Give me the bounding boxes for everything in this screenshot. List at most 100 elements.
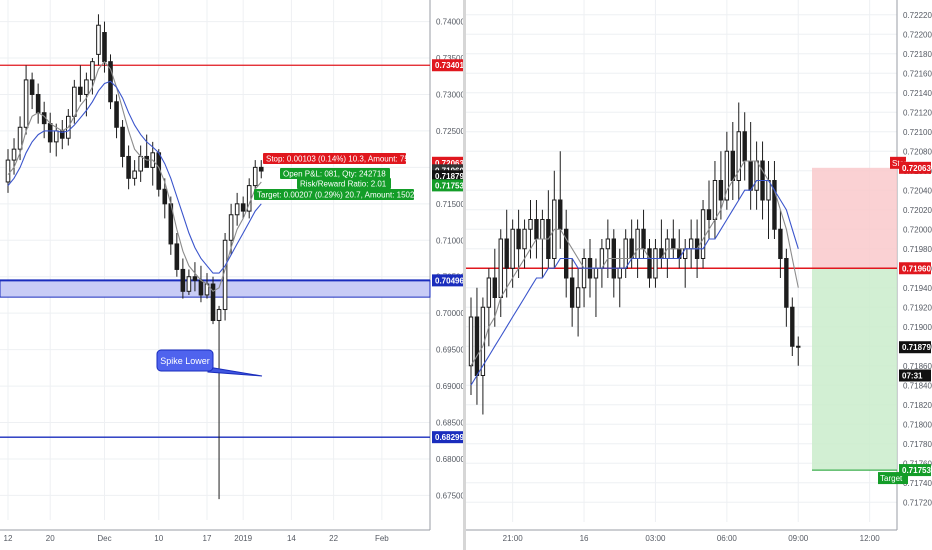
y-tick-label: 0.71980 [903, 245, 932, 254]
candle[interactable] [192, 262, 198, 292]
time-axis[interactable]: 12 20 Dec 10 17 2019 14 22 Feb [4, 534, 390, 543]
left-price-chart[interactable]: 0.740000.735000.730000.725000.720000.715… [0, 0, 463, 550]
stop-zone[interactable] [812, 167, 897, 269]
candle-body-up [186, 276, 192, 292]
price-tag-box [899, 161, 931, 174]
candle-body-down [742, 131, 747, 162]
candle-body-up [754, 160, 759, 191]
candle[interactable] [120, 119, 125, 168]
candle-body-down [144, 155, 149, 168]
candle[interactable] [516, 209, 521, 278]
price-tag-box [899, 369, 931, 382]
candle-body-up [623, 238, 628, 269]
target-zone[interactable] [812, 268, 897, 471]
candle-body-down [78, 86, 83, 95]
candle-body-down [210, 283, 216, 321]
candle-body-up [724, 150, 730, 201]
x-tick-label: 12:00 [860, 534, 881, 543]
right-price-chart[interactable]: 0.72220 0.72200 0.72180 0.72160 0.72140 0.721… [466, 0, 932, 550]
candle-body-down [569, 277, 575, 308]
x-tick-label: 22 [329, 534, 338, 543]
candle[interactable] [11, 138, 17, 175]
spike-lower-callout[interactable]: Spike Lower [156, 349, 263, 377]
candle[interactable] [564, 209, 569, 298]
candle[interactable] [700, 200, 706, 269]
candle[interactable] [581, 248, 587, 308]
candle[interactable] [252, 160, 258, 193]
candle-body-down [778, 228, 783, 259]
candle[interactable] [653, 239, 658, 288]
position-labels[interactable]: Stop: 0.00103 (0.14%) 10.3, Amount: 750 O… [254, 153, 426, 200]
price-tag-label: 0.71753 [902, 466, 931, 475]
candle[interactable] [84, 72, 89, 117]
candle[interactable] [29, 72, 35, 110]
price-tag: 0.71960 [899, 262, 931, 275]
candle-body-down [180, 268, 186, 292]
candle[interactable] [156, 149, 162, 197]
candle[interactable] [78, 65, 83, 102]
panel-divider[interactable] [463, 0, 466, 550]
candle[interactable] [486, 268, 492, 347]
x-tick-label: 06:00 [717, 534, 738, 543]
candle[interactable] [132, 160, 137, 186]
candle[interactable] [258, 160, 264, 179]
candle[interactable] [724, 131, 730, 210]
candle-body-up [700, 209, 706, 259]
candle[interactable] [5, 149, 11, 193]
candle[interactable] [114, 94, 119, 139]
candle-body-up [72, 86, 77, 117]
candle[interactable] [234, 192, 240, 226]
y-tick-label: 0.68000 [436, 455, 463, 464]
candle[interactable] [210, 276, 216, 325]
candle-body-down [641, 228, 646, 250]
candle-body-up [234, 203, 240, 216]
time-axis[interactable]: 21:00 16 03:00 06:00 09:00 12:00 [503, 534, 881, 543]
callout-text: Spike Lower [160, 356, 210, 366]
candle[interactable] [180, 258, 186, 299]
y-tick-label: 0.69000 [436, 382, 463, 391]
candle[interactable] [575, 268, 581, 337]
candle[interactable] [504, 209, 509, 298]
candle[interactable] [222, 232, 228, 321]
candle[interactable] [23, 65, 29, 135]
candle[interactable] [569, 258, 575, 327]
candle[interactable] [90, 58, 95, 95]
candle[interactable] [778, 209, 783, 278]
candle[interactable] [790, 297, 795, 357]
candle-body-up [17, 126, 23, 150]
candle-body-up [252, 166, 258, 187]
y-tick-label: 0.72020 [903, 206, 932, 215]
candle[interactable] [162, 178, 168, 219]
candle[interactable] [240, 196, 246, 219]
candle-body-down [192, 276, 198, 281]
candle-body-down [790, 306, 795, 347]
candle[interactable] [216, 305, 222, 500]
target-tab-label: Target [880, 474, 903, 483]
candle-body-up [132, 170, 137, 179]
candle[interactable] [796, 336, 801, 366]
candle-body-down [126, 155, 131, 179]
candle[interactable] [647, 239, 652, 288]
moving-average-slow [470, 179, 799, 386]
moving-average-slow [7, 80, 262, 274]
candle[interactable] [186, 269, 192, 295]
candle[interactable] [510, 219, 515, 288]
candle[interactable] [784, 248, 789, 327]
candle[interactable] [492, 248, 498, 327]
price-axis[interactable]: 0.72220 0.72200 0.72180 0.72160 0.72140 0.721… [903, 11, 932, 508]
candle-body-up [84, 79, 89, 95]
candle-body-down [174, 243, 180, 270]
y-tick-label: 0.71840 [903, 381, 932, 390]
candle[interactable] [736, 102, 741, 201]
candle[interactable] [468, 297, 474, 396]
candle[interactable] [522, 219, 527, 269]
candle[interactable] [772, 161, 777, 239]
candle-body-down [114, 101, 119, 128]
candle[interactable] [96, 14, 101, 66]
stop-label: Stop: 0.00103 (0.14%) 10.3, Amount: 750 [266, 155, 414, 164]
price-tag-label: 0.71753 [435, 181, 463, 190]
candle[interactable] [144, 134, 149, 168]
candle[interactable] [126, 145, 131, 190]
candle[interactable] [174, 232, 180, 277]
price-tag: 0.72063 [899, 161, 931, 174]
